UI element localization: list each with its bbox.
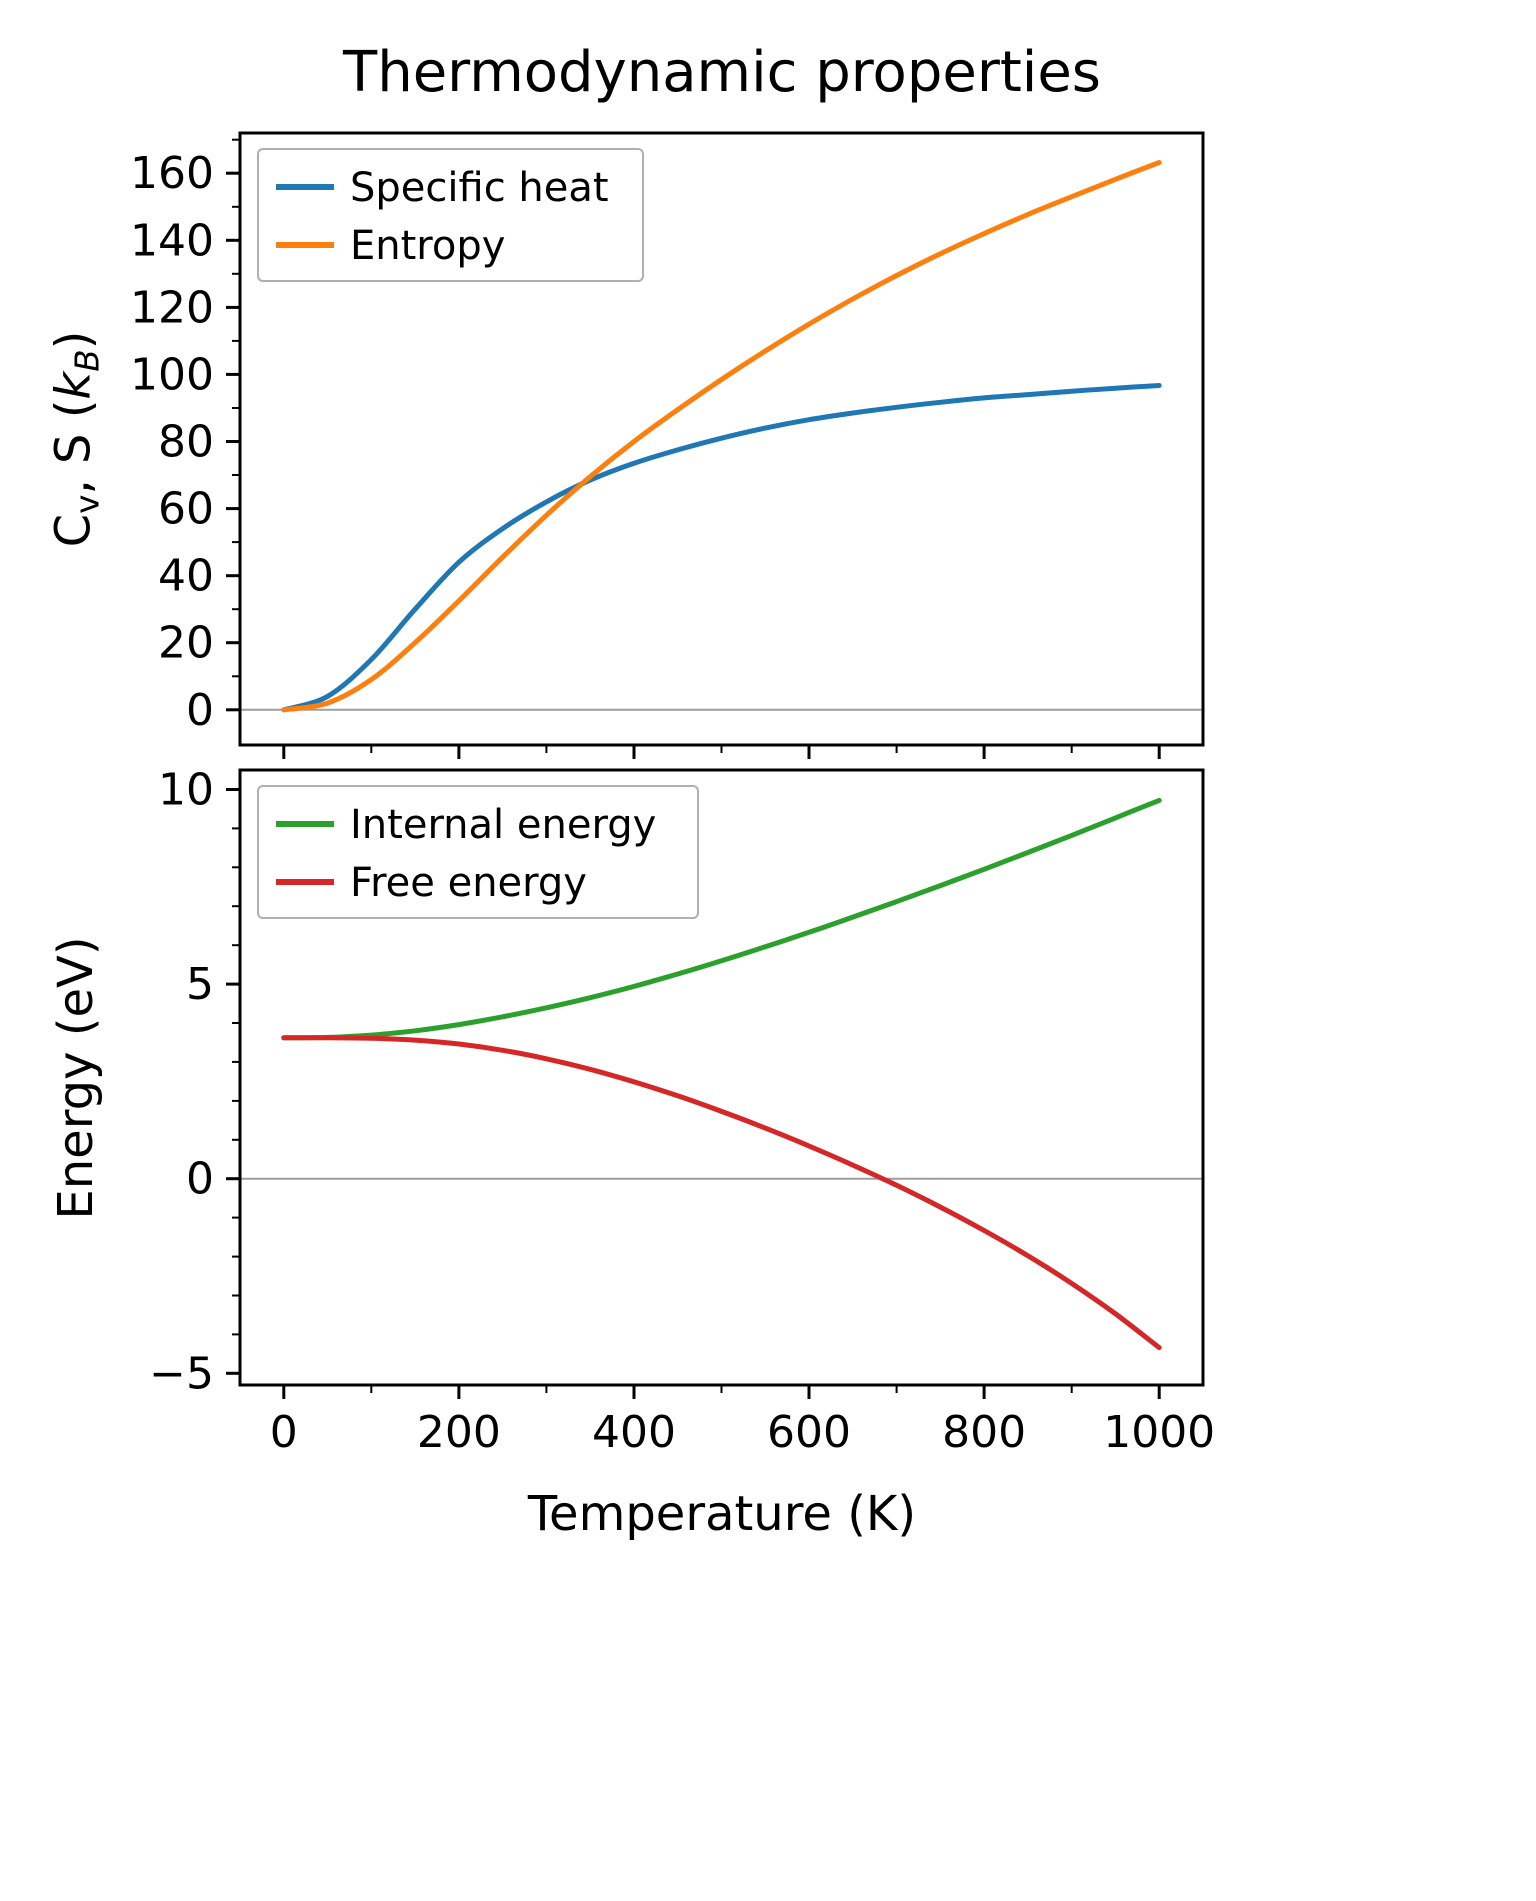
x-tick-label: 400 [592, 1407, 676, 1458]
legend-label-internal-energy: Internal energy [350, 802, 656, 848]
y-tick-label: 80 [158, 417, 214, 468]
y-tick-label: 60 [158, 484, 214, 535]
x-tick-label: 1000 [1103, 1407, 1215, 1458]
y-tick-label: 100 [130, 349, 214, 400]
legend-label-specific-heat: Specific heat [350, 165, 609, 211]
y-tick-label: 20 [158, 618, 214, 669]
legend-label-entropy: Entropy [350, 223, 505, 269]
y-tick-label: −5 [149, 1348, 214, 1399]
x-tick-label: 0 [270, 1407, 298, 1458]
series-line-internal-energy [281, 797, 1162, 1041]
y-tick-label: 5 [186, 959, 214, 1010]
x-tick-label: 800 [942, 1407, 1026, 1458]
y-tick-label: 0 [186, 685, 214, 736]
y-tick-label: 10 [158, 765, 214, 816]
y-tick-label: 160 [130, 148, 214, 199]
subplot-top: 0 20 40 60 80 100 120 140 160 Specific heat Entrop… [130, 131, 1205, 759]
y-tick-label: 120 [130, 282, 214, 333]
y-tick-label: 0 [186, 1154, 214, 1205]
y-tick-label: 140 [130, 215, 214, 266]
y-tick-label: 40 [158, 551, 214, 602]
chart-title: Thermodynamic properties [343, 40, 1101, 105]
legend-label-free-energy: Free energy [350, 860, 587, 906]
series-line-specific-heat [281, 383, 1162, 713]
x-tick-label: 600 [767, 1407, 851, 1458]
x-axis-label: Temperature (K) [527, 1486, 917, 1542]
legend-box [257, 148, 644, 282]
series-line-free-energy [281, 1035, 1162, 1351]
x-tick-label: 200 [417, 1407, 501, 1458]
legend-box [257, 785, 699, 919]
series-line-entropy [281, 160, 1162, 713]
subplot-bottom: 0 200 400 600 800 1000 −5 0 5 10 Internal energy Fr… [149, 765, 1215, 1459]
